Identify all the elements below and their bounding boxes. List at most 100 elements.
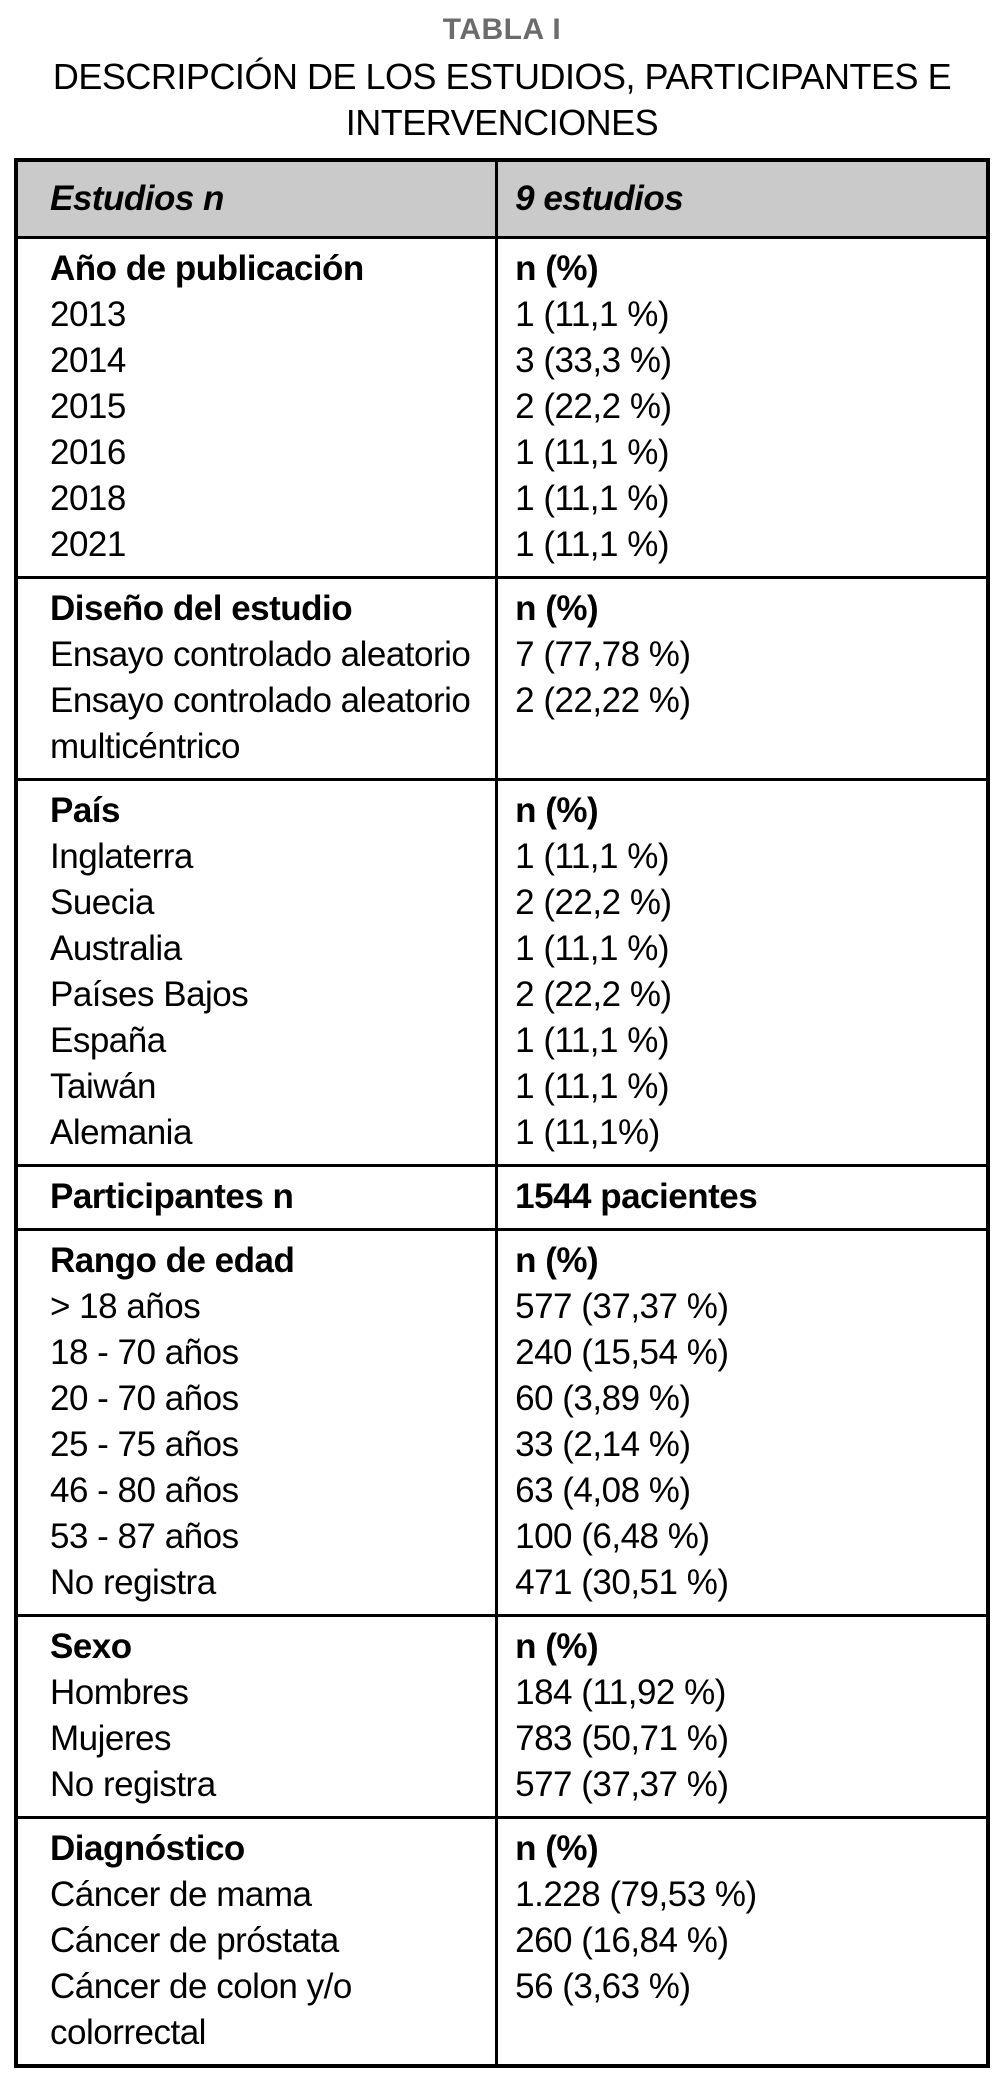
section-value-label: n (%) (515, 589, 599, 628)
section-item: > 18 años (50, 1287, 201, 1326)
section-item: Mujeres (50, 1719, 171, 1758)
section-item: 2016 (50, 433, 126, 472)
section-item: No registra (50, 1563, 216, 1602)
section-item: Australia (50, 929, 182, 968)
section-value-cell: n (%) 1 (11,1 %) 3 (33,3 %) 2 (22,2 %) 1 (11… (498, 239, 986, 576)
section-value: 577 (37,37 %) (515, 1765, 729, 1804)
description-table: Estudios n 9 estudios Año de publicación… (14, 158, 990, 2068)
section-label-cell: Sexo Hombres Mujeres No registra (18, 1617, 499, 1816)
section-value: 260 (16,84 %) (515, 1921, 729, 1960)
section-value-label: n (%) (515, 1627, 599, 1666)
section-label-cell: País Inglaterra Suecia Australia Países Bajo… (18, 781, 499, 1164)
section-item: Cáncer de mama (50, 1875, 312, 1914)
section-value: 100 (6,48 %) (515, 1517, 710, 1556)
section-value: 1 (11,1 %) (515, 479, 669, 518)
section-label-cell: Diseño del estudio Ensayo controlado alea… (18, 579, 499, 778)
section-value-label: n (%) (515, 1829, 599, 1868)
section-label: Año de publicación (50, 249, 364, 288)
section-value-cell: n (%) 577 (37,37 %) 240 (15,54 %) 60 (3,89 … (498, 1231, 986, 1614)
section-label: Participantes n (50, 1177, 294, 1216)
section-value-label: n (%) (515, 1241, 599, 1280)
table-section-row: Diagnóstico Cáncer de mama Cáncer de próst… (18, 1816, 986, 2064)
table-number-title: TABLA I (442, 13, 562, 46)
section-item: 20 - 70 años (50, 1379, 239, 1418)
section-value: 1 (11,1 %) (515, 1021, 669, 1060)
section-item: 25 - 75 años (50, 1425, 239, 1464)
section-label-cell: Diagnóstico Cáncer de mama Cáncer de próst… (18, 1819, 499, 2064)
table-section-row: Sexo Hombres Mujeres No registra n (%) 184 (1… (18, 1614, 986, 1816)
section-value: 3 (33,3 %) (515, 341, 672, 380)
section-item: Hombres (50, 1673, 189, 1712)
section-value: 2 (22,2 %) (515, 883, 672, 922)
table-caption: DESCRIPCIÓN DE LOS ESTUDIOS, PARTICIPANT… (0, 54, 1004, 146)
table-header-row: Estudios n 9 estudios (18, 162, 986, 236)
section-item: Ensayo controlado aleatorio multicéntric… (50, 681, 471, 766)
section-value: 7 (77,78 %) (515, 635, 691, 674)
header-right-label: 9 estudios (515, 179, 684, 218)
section-value-label: n (%) (515, 249, 599, 288)
table-caption-line-1: DESCRIPCIÓN DE LOS ESTUDIOS, PARTICIPANT… (52, 56, 952, 97)
section-item: 53 - 87 años (50, 1517, 239, 1556)
section-value: 240 (15,54 %) (515, 1333, 729, 1372)
section-value: 783 (50,71 %) (515, 1719, 729, 1758)
section-value-cell: 1544 pacientes (498, 1167, 986, 1228)
section-label: Rango de edad (50, 1241, 295, 1280)
section-value-cell: n (%) 7 (77,78 %) 2 (22,22 %) (498, 579, 986, 778)
section-item: Suecia (50, 883, 155, 922)
section-item: 2014 (50, 341, 126, 380)
section-value: 60 (3,89 %) (515, 1379, 691, 1418)
section-item: Ensayo controlado aleatorio (50, 635, 471, 674)
section-label-cell: Año de publicación 2013 2014 2015 2016 2018 20… (18, 239, 499, 576)
title-block: TABLA I DESCRIPCIÓN DE LOS ESTUDIOS, PAR… (0, 0, 1004, 146)
section-item: 2021 (50, 525, 126, 564)
section-value: 2 (22,2 %) (515, 975, 672, 1014)
section-value: 2 (22,2 %) (515, 387, 672, 426)
section-value: 1 (11,1 %) (515, 1067, 669, 1106)
section-value: 1 (11,1 %) (515, 433, 669, 472)
header-right-cell: 9 estudios (498, 162, 986, 236)
section-item: España (50, 1021, 166, 1060)
section-item: 2015 (50, 387, 126, 426)
section-value: 1 (11,1%) (515, 1113, 660, 1152)
section-item: Cáncer de colon y/o colorrectal (50, 1967, 352, 2052)
section-item: Cáncer de próstata (50, 1921, 339, 1960)
section-value: 471 (30,51 %) (515, 1563, 729, 1602)
section-value-cell: n (%) 1 (11,1 %) 2 (22,2 %) 1 (11,1 %) 2 (22… (498, 781, 986, 1164)
section-item: Alemania (50, 1113, 192, 1152)
section-value-cell: n (%) 184 (11,92 %) 783 (50,71 %) 577 (37,3… (498, 1617, 986, 1816)
section-item: Inglaterra (50, 837, 193, 876)
table-section-row: País Inglaterra Suecia Australia Países Bajo… (18, 778, 986, 1164)
section-item: 2018 (50, 479, 126, 518)
section-value: 56 (3,63 %) (515, 1967, 691, 2006)
section-value-label: n (%) (515, 791, 599, 830)
header-left-label: Estudios n (50, 179, 224, 218)
table-caption-line-2: INTERVENCIONES (345, 102, 659, 143)
section-value: 1 (11,1 %) (515, 929, 669, 968)
section-value: 1 (11,1 %) (515, 525, 669, 564)
table-section-row: Año de publicación 2013 2014 2015 2016 2018 20… (18, 236, 986, 576)
section-value: 1.228 (79,53 %) (515, 1875, 757, 1914)
section-label: Sexo (50, 1627, 132, 1666)
section-value: 2 (22,22 %) (515, 681, 691, 720)
table-section-row: Diseño del estudio Ensayo controlado alea… (18, 576, 986, 778)
table-section-row: Participantes n 1544 pacientes (18, 1164, 986, 1228)
table-section-row: Rango de edad > 18 años 18 - 70 años 20 - 7… (18, 1228, 986, 1614)
section-value: 577 (37,37 %) (515, 1287, 729, 1326)
section-label: País (50, 791, 121, 830)
section-label-cell: Participantes n (18, 1167, 499, 1228)
section-value: 1 (11,1 %) (515, 837, 669, 876)
section-value: 1 (11,1 %) (515, 295, 669, 334)
section-item: 18 - 70 años (50, 1333, 239, 1372)
section-item: Taiwán (50, 1067, 156, 1106)
section-item: No registra (50, 1765, 216, 1804)
header-left-cell: Estudios n (18, 162, 499, 236)
section-item: 2013 (50, 295, 126, 334)
section-label: Diagnóstico (50, 1829, 245, 1868)
section-value-label: 1544 pacientes (515, 1177, 758, 1216)
section-value-cell: n (%) 1.228 (79,53 %) 260 (16,84 %) 56 (3,6… (498, 1819, 986, 2064)
section-label: Diseño del estudio (50, 589, 353, 628)
section-label-cell: Rango de edad > 18 años 18 - 70 años 20 - 7… (18, 1231, 499, 1614)
section-item: 46 - 80 años (50, 1471, 239, 1510)
section-item: Países Bajos (50, 975, 249, 1014)
section-value: 184 (11,92 %) (515, 1673, 726, 1712)
